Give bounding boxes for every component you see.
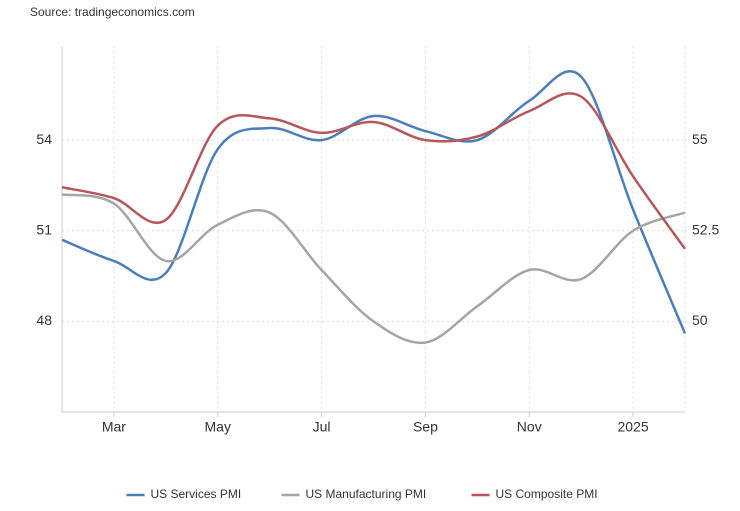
y-tick-label: 54 [36,131,52,147]
legend-label: US Services PMI [151,487,242,501]
x-tick-label: May [205,419,231,435]
legend-label: US Manufacturing PMI [306,487,427,501]
source: Source: tradingeconomics.com [30,5,195,19]
y-tick-label: 51 [36,221,52,237]
y2-tick-label: 50 [692,312,708,328]
y-tick-label: 48 [36,312,52,328]
x-tick-label: Mar [102,419,126,435]
legend-label: US Composite PMI [496,487,598,501]
y2-tick-label: 55 [692,131,708,147]
x-tick-label: Sep [413,419,438,435]
x-tick-label: 2025 [618,419,649,435]
series-line [61,193,686,345]
y2-tick-label: 52.5 [692,221,719,237]
series-line [61,69,687,334]
x-tick-label: Jul [313,419,331,435]
x-tick-label: Nov [517,419,542,435]
series-line [61,92,687,250]
